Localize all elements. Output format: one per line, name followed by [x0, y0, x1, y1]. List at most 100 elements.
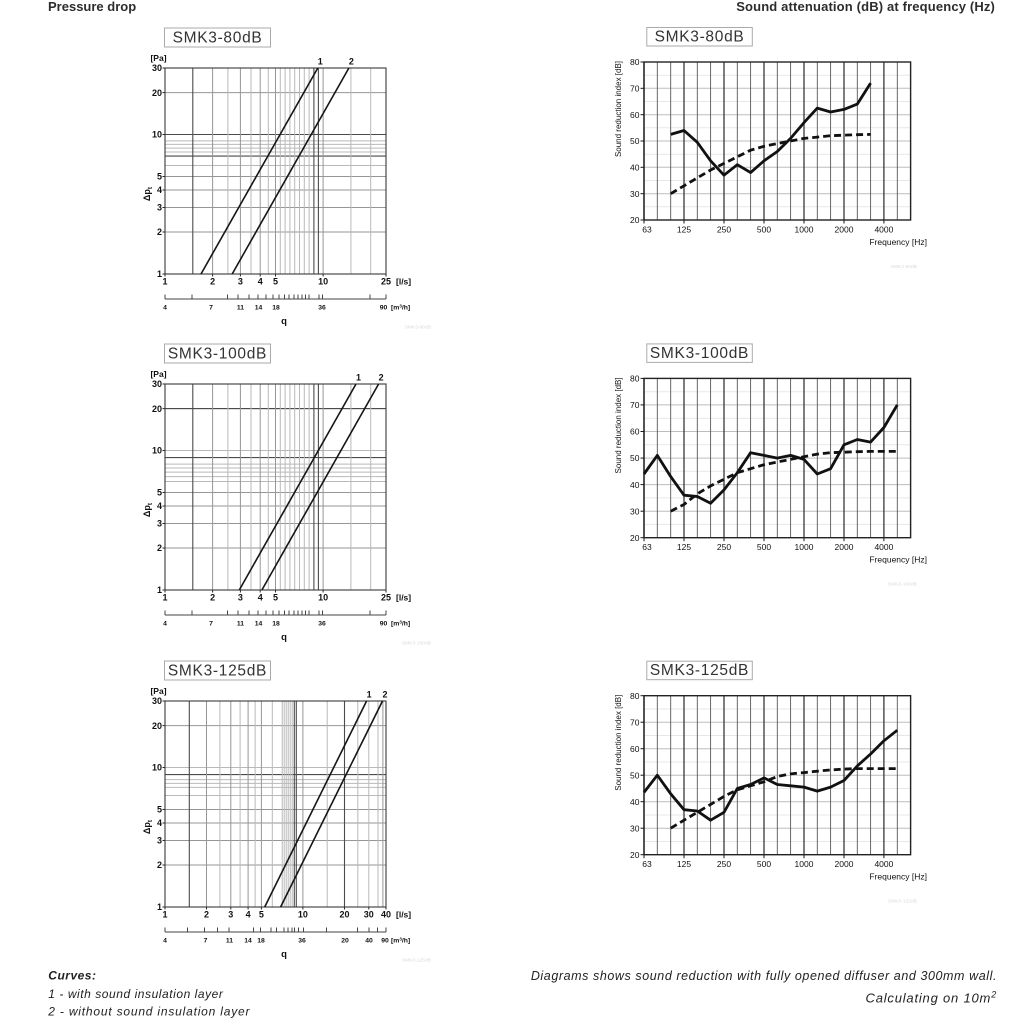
svg-text:2: 2 [382, 690, 387, 700]
svg-text:q: q [281, 632, 287, 643]
svg-text:Sound reduction index [dB]: Sound reduction index [dB] [614, 695, 623, 791]
svg-text:80: 80 [630, 374, 640, 384]
svg-text:SMK3-125dB: SMK3-125dB [650, 662, 749, 679]
svg-text:20: 20 [152, 721, 162, 731]
svg-text:125: 125 [677, 225, 691, 235]
svg-text:2: 2 [210, 277, 215, 287]
svg-text:30: 30 [630, 189, 640, 199]
svg-text:1: 1 [162, 593, 167, 603]
svg-text:4: 4 [163, 305, 167, 312]
svg-text:20: 20 [152, 88, 162, 98]
svg-text:60: 60 [630, 744, 640, 754]
svg-text:Diagrams shows sound reduction: Diagrams shows sound reduction with full… [531, 969, 997, 983]
svg-text:SMK3-100dB: SMK3-100dB [402, 641, 431, 647]
svg-text:Sound attenuation (dB) at freq: Sound attenuation (dB) at frequency (Hz) [736, 0, 995, 14]
svg-text:60: 60 [630, 427, 640, 437]
svg-text:40: 40 [630, 480, 640, 490]
svg-text:10: 10 [318, 593, 328, 603]
svg-text:Frequency [Hz]: Frequency [Hz] [869, 555, 927, 565]
svg-text:2000: 2000 [835, 859, 854, 869]
svg-text:25: 25 [381, 593, 391, 603]
svg-text:500: 500 [757, 542, 771, 552]
svg-text:250: 250 [717, 542, 731, 552]
svg-text:20: 20 [341, 938, 349, 945]
svg-text:125: 125 [677, 542, 691, 552]
svg-text:4: 4 [157, 501, 162, 511]
svg-text:10: 10 [152, 446, 162, 456]
svg-text:40: 40 [630, 163, 640, 173]
svg-text:250: 250 [717, 225, 731, 235]
svg-text:[l/s]: [l/s] [396, 277, 411, 287]
svg-text:4: 4 [163, 938, 167, 945]
svg-text:4: 4 [157, 185, 162, 195]
svg-text:SMK3-125dB: SMK3-125dB [402, 958, 431, 964]
svg-text:40: 40 [365, 938, 373, 945]
svg-text:1: 1 [162, 277, 167, 287]
svg-text:1: 1 [318, 57, 323, 67]
svg-text:SMK3-125dB: SMK3-125dB [888, 899, 917, 905]
svg-text:3: 3 [157, 836, 162, 846]
svg-text:40: 40 [630, 797, 640, 807]
svg-text:2: 2 [204, 910, 209, 920]
svg-text:50: 50 [630, 136, 640, 146]
svg-text:4: 4 [163, 621, 167, 628]
svg-text:3: 3 [157, 519, 162, 529]
svg-text:250: 250 [717, 859, 731, 869]
svg-text:30: 30 [364, 910, 374, 920]
svg-text:50: 50 [630, 453, 640, 463]
svg-text:7: 7 [209, 305, 213, 312]
svg-text:5: 5 [273, 277, 278, 287]
svg-text:36: 36 [298, 938, 306, 945]
svg-text:[m3/h]: [m3/h] [391, 937, 410, 945]
svg-text:18: 18 [257, 938, 265, 945]
svg-text:Δpt: Δpt [142, 819, 154, 834]
svg-text:30: 30 [630, 506, 640, 516]
svg-text:4000: 4000 [874, 859, 893, 869]
svg-text:63: 63 [642, 859, 652, 869]
svg-text:11: 11 [237, 305, 244, 312]
svg-text:2: 2 [157, 860, 162, 870]
svg-text:2: 2 [210, 593, 215, 603]
svg-text:10: 10 [152, 130, 162, 140]
svg-text:3: 3 [228, 910, 233, 920]
svg-text:SMK3-80dB: SMK3-80dB [891, 264, 917, 270]
svg-text:1: 1 [162, 910, 167, 920]
svg-text:1: 1 [367, 690, 372, 700]
svg-text:3: 3 [238, 277, 243, 287]
svg-text:Δpt: Δpt [142, 502, 154, 517]
svg-text:20: 20 [152, 404, 162, 414]
svg-text:4000: 4000 [874, 225, 893, 235]
svg-text:[m3/h]: [m3/h] [391, 304, 410, 312]
svg-text:1: 1 [157, 902, 162, 912]
svg-text:18: 18 [272, 305, 280, 312]
svg-text:36: 36 [318, 621, 326, 628]
svg-text:7: 7 [204, 938, 208, 945]
svg-text:Calculating on 10m2: Calculating on 10m2 [866, 990, 998, 1006]
svg-text:Δpt: Δpt [142, 186, 154, 201]
svg-text:20: 20 [630, 215, 640, 225]
svg-text:SMK3-80dB: SMK3-80dB [173, 30, 263, 47]
svg-text:60: 60 [630, 110, 640, 120]
svg-text:2000: 2000 [835, 225, 854, 235]
svg-text:3: 3 [238, 593, 243, 603]
svg-text:1 - with sound insulation laye: 1 - with sound insulation layer [48, 987, 224, 1001]
svg-text:Sound reduction index [dB]: Sound reduction index [dB] [614, 377, 623, 473]
svg-text:70: 70 [630, 717, 640, 727]
svg-text:Frequency [Hz]: Frequency [Hz] [869, 237, 927, 247]
svg-text:[m3/h]: [m3/h] [391, 620, 410, 628]
svg-text:2: 2 [157, 227, 162, 237]
svg-text:80: 80 [630, 691, 640, 701]
svg-text:70: 70 [630, 400, 640, 410]
svg-text:SMK3-80dB: SMK3-80dB [655, 29, 745, 46]
svg-text:[l/s]: [l/s] [396, 593, 411, 603]
svg-text:30: 30 [152, 379, 162, 389]
svg-text:[l/s]: [l/s] [396, 910, 411, 920]
svg-text:5: 5 [259, 910, 264, 920]
svg-text:20: 20 [630, 533, 640, 543]
svg-text:80: 80 [630, 57, 640, 67]
svg-text:3: 3 [157, 203, 162, 213]
svg-text:30: 30 [152, 696, 162, 706]
svg-text:1000: 1000 [795, 859, 814, 869]
svg-text:SMK3-100dB: SMK3-100dB [168, 346, 267, 363]
svg-text:500: 500 [757, 859, 771, 869]
